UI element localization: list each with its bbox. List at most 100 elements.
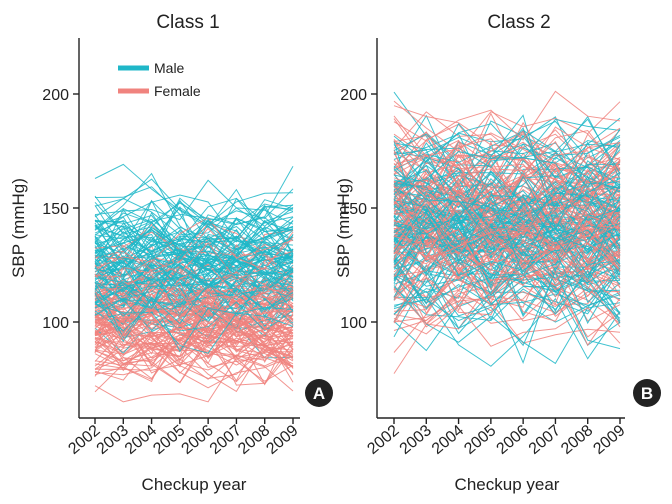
x-tick-label: 2003: [94, 422, 132, 458]
series-line-male: [94, 279, 294, 339]
x-tick-label: 2005: [461, 422, 499, 458]
series-line-female: [393, 100, 621, 153]
y-ticks: 100 150 200: [340, 87, 377, 332]
series-line-male: [393, 211, 621, 325]
series-line-female: [94, 302, 294, 362]
series-line-female: [94, 302, 294, 340]
series-line-female: [393, 90, 621, 142]
series-line-male: [393, 204, 621, 276]
series-line-female: [393, 295, 621, 374]
x-tick-label: 2007: [207, 422, 245, 458]
y-tick-label: 200: [42, 87, 69, 104]
y-ticks: 100 150 200: [42, 87, 79, 332]
series-line-male: [393, 143, 621, 186]
series-line-male: [393, 143, 621, 222]
series-line-female: [393, 228, 621, 291]
series-line-male: [94, 206, 294, 254]
series-line-male: [94, 179, 294, 225]
panel-class-2: Class 2 100 150 200 2002200320042005200620…: [334, 12, 661, 494]
series-line-female: [393, 160, 621, 250]
series-line-female: [393, 112, 621, 185]
series-line-male: [94, 199, 294, 273]
series-line-male: [94, 266, 294, 316]
series-line-female: [94, 303, 294, 350]
x-tick-label: 2004: [122, 422, 160, 458]
spaghetti-lines: [393, 90, 621, 374]
series-line-female: [94, 293, 294, 354]
series-line-female: [393, 268, 621, 328]
series-line-female: [393, 271, 621, 325]
x-tick-label: 2008: [558, 422, 596, 458]
series-line-male: [94, 192, 294, 235]
series-line-male: [94, 249, 294, 316]
y-tick-label: 150: [42, 201, 69, 218]
panel-title: Class 2: [487, 12, 550, 33]
x-tick-label: 2006: [179, 422, 217, 458]
x-tick-label: 2002: [364, 422, 402, 458]
series-line-female: [393, 257, 621, 330]
series-line-female: [94, 336, 294, 385]
y-tick-label: 100: [340, 315, 367, 332]
series-line-male: [393, 118, 621, 187]
series-line-male: [393, 296, 621, 367]
series-line-female: [393, 163, 621, 262]
series-line-male: [94, 293, 294, 353]
series-line-female: [393, 138, 621, 202]
panel-badge: A: [305, 379, 333, 407]
series-line-female: [94, 348, 294, 393]
series-line-male: [94, 254, 294, 318]
series-line-female: [393, 223, 621, 308]
series-line-male: [94, 204, 294, 255]
series-line-male: [393, 227, 621, 298]
panel-badge: B: [633, 379, 661, 407]
y-tick-label: 100: [42, 315, 69, 332]
y-axis-label: SBP (mmHg): [9, 178, 28, 278]
series-line-female: [94, 314, 294, 386]
series-line-male: [94, 303, 294, 354]
series-line-female: [393, 286, 621, 331]
x-axis-label: Checkup year: [455, 475, 560, 494]
panel-class-1: Class 1 100 150 200 2002200320042005200620…: [9, 12, 333, 494]
series-line-male: [393, 114, 621, 231]
badge-circle: [633, 379, 661, 407]
y-axis-label: SBP (mmHg): [334, 178, 353, 278]
series-line-female: [393, 187, 621, 261]
panel-title: Class 1: [156, 12, 219, 33]
x-tick-label: 2002: [65, 422, 103, 458]
series-line-male: [94, 202, 294, 243]
legend-label-male: Male: [154, 60, 185, 76]
series-line-male: [393, 159, 621, 267]
series-line-male: [393, 168, 621, 244]
badge-label: A: [313, 384, 325, 403]
series-line-male: [393, 285, 621, 365]
series-line-female: [393, 150, 621, 231]
series-line-male: [393, 157, 621, 250]
series-line-male: [94, 251, 294, 281]
series-line-female: [94, 342, 294, 380]
series-line-male: [94, 235, 294, 310]
series-line-male: [94, 165, 294, 226]
x-axis-label: Checkup year: [142, 475, 247, 494]
series-line-female: [94, 231, 294, 289]
series-line-female: [393, 174, 621, 245]
y-tick-label: 200: [340, 87, 367, 104]
series-line-female: [94, 317, 294, 362]
series-line-female: [94, 250, 294, 300]
series-line-female: [94, 296, 294, 337]
y-tick-label: 150: [340, 201, 367, 218]
series-line-female: [393, 195, 621, 276]
x-tick-label: 2005: [150, 422, 188, 458]
series-line-female: [393, 249, 621, 347]
series-line-male: [393, 172, 621, 276]
series-line-female: [94, 332, 294, 366]
series-line-male: [393, 258, 621, 322]
series-line-male: [94, 204, 294, 270]
series-line-female: [393, 144, 621, 205]
series-line-female: [393, 241, 621, 323]
series-line-female: [393, 206, 621, 280]
series-line-male: [94, 256, 294, 308]
series-line-female: [393, 194, 621, 262]
